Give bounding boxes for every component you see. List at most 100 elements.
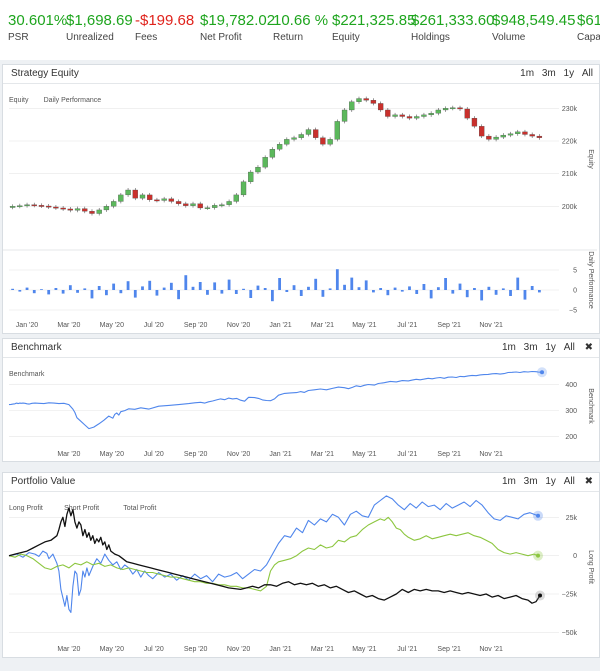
perf-bar: [393, 287, 397, 290]
candle: [493, 136, 499, 140]
candle: [9, 206, 16, 208]
x-tick-label: Sep '21: [437, 646, 461, 653]
stat-label: PSR: [8, 32, 29, 43]
legend-item-1: Short Profit: [64, 505, 99, 512]
y-tick-label: −5: [569, 308, 577, 315]
perf-bar: [451, 290, 455, 294]
perf-bar: [436, 287, 440, 290]
perf-bar: [444, 278, 447, 290]
perf-bar: [386, 290, 390, 296]
x-tick-label: May '20: [100, 646, 124, 653]
x-tick-label: Nov '20: [227, 451, 251, 458]
range-1m-button[interactable]: 1m: [501, 342, 516, 353]
candle: [175, 201, 182, 204]
candle: [46, 205, 52, 208]
y-tick-label: 25k: [566, 515, 578, 522]
candle: [450, 107, 456, 110]
perf-bar: [429, 290, 433, 299]
close-icon[interactable]: ✖: [584, 342, 593, 353]
range-3m-button[interactable]: 3m: [523, 342, 538, 353]
candle: [24, 204, 30, 207]
perf-bar: [408, 286, 411, 290]
candle: [392, 114, 398, 117]
candle: [168, 198, 175, 202]
y-tick-label: 400: [565, 382, 577, 389]
candle: [262, 157, 268, 168]
perf-bar: [177, 290, 180, 300]
last-point: [540, 370, 545, 375]
perf-bar: [206, 290, 209, 295]
candle: [269, 149, 276, 158]
candle: [139, 194, 146, 199]
stat-unrealized: $1,698.69 Unrealized: [66, 12, 133, 43]
range-1y-button[interactable]: 1y: [563, 68, 575, 79]
panel-header: Benchmark 1m 3m 1y All ✖: [3, 339, 599, 358]
strategy-equity-chart: Equity Daily Performance 200k 210k 220k 230k E…: [3, 96, 597, 329]
perf-bar: [18, 290, 22, 292]
stat-value: $261,333.60: [411, 12, 495, 29]
panel-title: Portfolio Value: [11, 476, 76, 487]
range-1y-button[interactable]: 1y: [545, 342, 556, 353]
range-all-button[interactable]: All: [563, 342, 575, 353]
range-all-button[interactable]: All: [563, 476, 575, 487]
range-3m-button[interactable]: 3m: [523, 476, 538, 487]
stat-label: Equity: [332, 32, 360, 43]
perf-bar: [83, 288, 87, 290]
legend-item-0: Equity: [9, 97, 29, 104]
last-point: [536, 553, 541, 558]
range-1m-button[interactable]: 1m: [501, 476, 516, 487]
range-1y-button[interactable]: 1y: [545, 476, 556, 487]
panel-header: Portfolio Value 1m 3m 1y All ✖: [3, 473, 599, 492]
candle: [385, 109, 391, 117]
close-icon[interactable]: ✖: [584, 476, 593, 487]
perf-bar: [335, 269, 339, 290]
panel-title: Benchmark: [11, 342, 62, 353]
perf-bar: [307, 286, 310, 290]
stat-capac: $61 Capac: [577, 12, 600, 43]
range-selector: 1m 3m 1y All ✖: [497, 476, 593, 487]
range-selector: 1m 3m 1y All: [515, 68, 593, 79]
axis-title: Long Profit: [587, 550, 594, 584]
y-tick-label: 200: [565, 434, 577, 441]
candle: [60, 207, 66, 210]
axis-title: Daily Performance: [587, 251, 594, 309]
y-tick-label: 230k: [562, 106, 578, 113]
candle: [226, 201, 232, 205]
perf-bar: [379, 288, 383, 290]
perf-bar: [516, 277, 520, 290]
x-tick-label: Sep '20: [184, 646, 208, 653]
range-1m-button[interactable]: 1m: [520, 68, 535, 79]
x-tick-label: Jul '20: [144, 322, 164, 329]
x-tick-label: May '20: [100, 322, 124, 329]
candle: [38, 205, 45, 207]
perf-bar: [25, 287, 29, 290]
y-tick-label: 210k: [562, 171, 578, 178]
candle: [276, 144, 283, 150]
x-tick-label: Jan '20: [16, 322, 38, 329]
perf-bar: [458, 283, 462, 290]
candle: [74, 208, 81, 211]
perf-bar: [162, 287, 166, 290]
portfolio-value-panel: Portfolio Value 1m 3m 1y All ✖ Long Prof…: [2, 472, 600, 658]
perf-bar: [328, 288, 332, 290]
candle: [17, 205, 23, 208]
x-tick-label: Mar '21: [311, 451, 334, 458]
candle: [479, 126, 485, 137]
stat-value: $61: [577, 12, 600, 29]
candle: [515, 131, 521, 134]
candle: [522, 131, 528, 135]
perf-bar: [198, 282, 202, 290]
range-all-button[interactable]: All: [581, 68, 593, 79]
candle: [341, 109, 348, 122]
x-tick-label: Mar '21: [311, 646, 334, 653]
perf-bar: [249, 290, 253, 298]
candle: [183, 203, 189, 206]
x-tick-label: Sep '21: [437, 451, 461, 458]
x-tick-label: May '20: [100, 451, 124, 458]
perf-bar: [357, 287, 361, 290]
perf-bar: [227, 279, 231, 290]
range-3m-button[interactable]: 3m: [541, 68, 556, 79]
stat-value: 30.601%: [8, 12, 68, 29]
perf-bar: [415, 290, 419, 294]
x-tick-label: Sep '20: [184, 322, 208, 329]
